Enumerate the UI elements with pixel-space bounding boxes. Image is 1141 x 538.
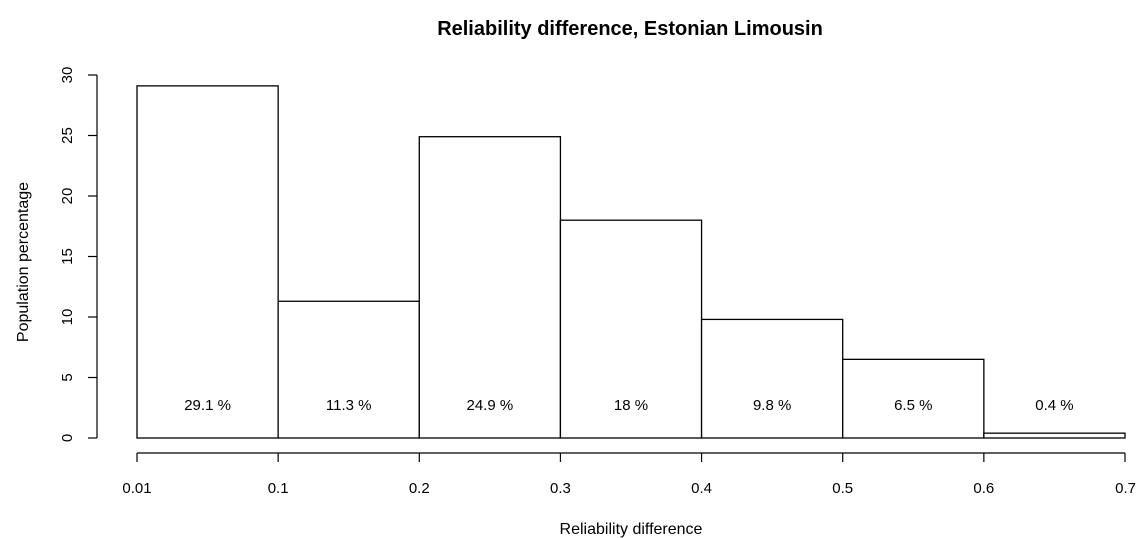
x-tick-label: 0.7: [1115, 480, 1136, 497]
x-tick-label: 0.01: [122, 480, 151, 497]
x-tick-label: 0.3: [550, 480, 571, 497]
x-axis: 0.01 0.1 0.2 0.3 0.4 0.5 0.6 0.7: [122, 452, 1136, 497]
bar-labels-group: 29.1 % 11.3 % 24.9 % 18 % 9.8 % 6.5 % 0.4 %: [184, 397, 1073, 414]
y-tick-label: 20: [59, 188, 76, 205]
bar-label-1: 29.1 %: [184, 397, 231, 414]
x-tick-label: 0.1: [268, 480, 289, 497]
bar-4: [559, 219, 703, 439]
bar-7: [983, 432, 1126, 439]
bar-5: [700, 318, 844, 439]
bar-label-6: 6.5 %: [894, 397, 932, 414]
bar-label-4: 18 %: [614, 397, 648, 414]
x-tick-label: 0.2: [409, 480, 430, 497]
bar-1: [136, 85, 279, 439]
x-axis-label: Reliability difference: [560, 521, 703, 538]
bar-3: [418, 136, 562, 439]
x-tick-label: 0.4: [691, 480, 712, 497]
y-axis: 0 5 10 15 20 25 30: [59, 67, 98, 442]
bar-2: [277, 300, 420, 439]
bars-group: [136, 85, 1126, 439]
y-axis-label: Population percentage: [15, 182, 32, 342]
y-tick-label: 25: [59, 127, 76, 144]
bar-label-7: 0.4 %: [1035, 397, 1073, 414]
y-tick-label: 0: [59, 434, 76, 442]
y-tick-label: 30: [59, 67, 76, 84]
x-tick-label: 0.6: [973, 480, 994, 497]
y-tick-label: 5: [59, 373, 76, 381]
x-tick-label: 0.5: [832, 480, 853, 497]
bar-label-5: 9.8 %: [753, 397, 791, 414]
bar-label-2: 11.3 %: [326, 397, 372, 414]
y-tick-label: 15: [59, 248, 76, 265]
chart-title: Reliability difference, Estonian Limousi…: [437, 18, 823, 40]
bar-label-3: 24.9 %: [467, 397, 514, 414]
bar-6: [842, 358, 985, 439]
y-tick-label: 10: [59, 309, 76, 326]
